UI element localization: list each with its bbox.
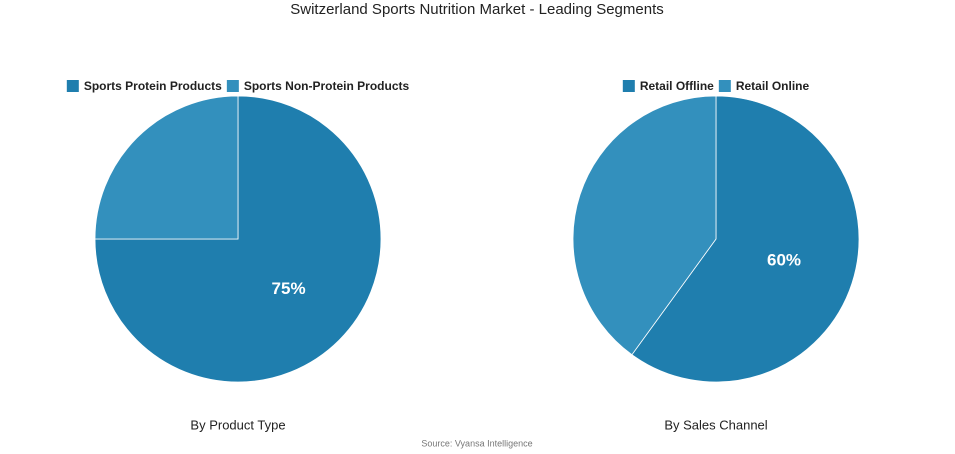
legend-label: Sports Non-Protein Products xyxy=(244,79,410,93)
legend-swatch xyxy=(66,80,79,92)
legend-label: Retail Online xyxy=(736,79,810,93)
source: Source: Vyansa Intelligence xyxy=(421,438,532,448)
pie-slice xyxy=(572,95,717,356)
legend-label: Retail Offline xyxy=(640,79,714,93)
pie-slice xyxy=(94,95,239,240)
legend: Sports Protein Products Sports Non-Protei… xyxy=(66,79,410,93)
legend: Retail Offline Retail Online xyxy=(622,79,810,93)
pie-slice xyxy=(94,95,382,383)
legend-label: Sports Protein Products xyxy=(84,79,222,93)
pie-caption: By Product Type xyxy=(190,417,285,432)
legend-swatch xyxy=(226,80,239,92)
legend-swatch xyxy=(718,80,731,92)
pie-slice xyxy=(631,95,860,383)
value-label: 60% xyxy=(767,251,801,270)
pie-caption: By Sales Channel xyxy=(664,417,767,432)
legend-swatch xyxy=(622,80,635,92)
page-title: Switzerland Sports Nutrition Market - Le… xyxy=(290,1,664,18)
value-label: 75% xyxy=(272,279,306,298)
